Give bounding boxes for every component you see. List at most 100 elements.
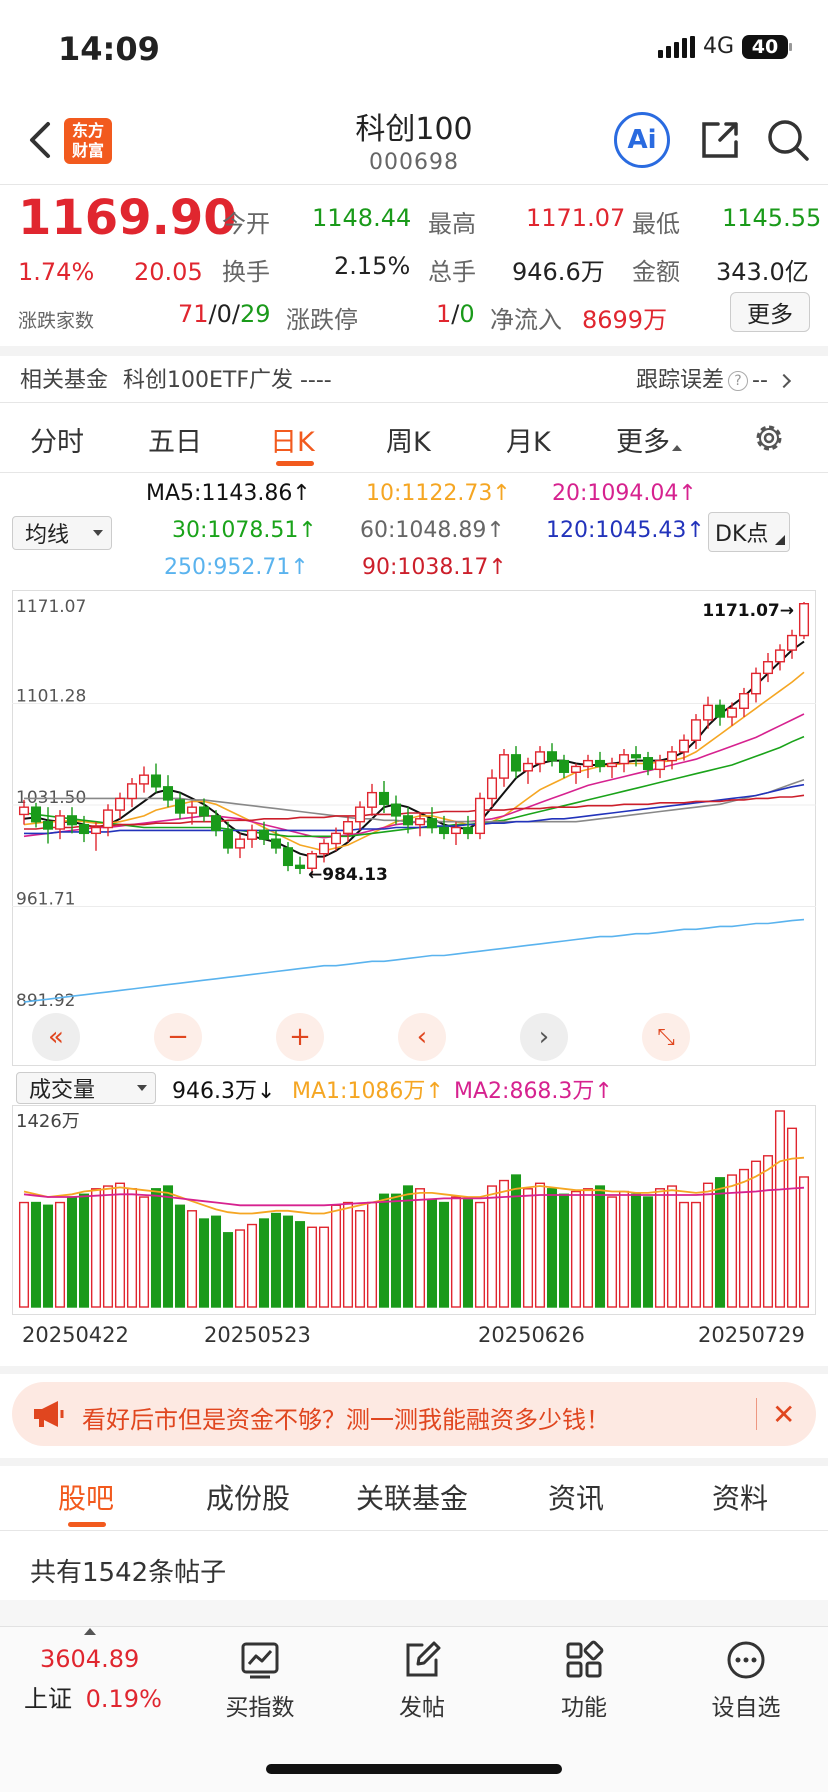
volume-bar	[774, 1110, 786, 1308]
zoom-out-button[interactable]: −	[154, 1013, 202, 1061]
tab-stock-forum[interactable]: 股吧	[58, 1482, 115, 1515]
page-title: 科创100	[355, 112, 473, 147]
tab-weekly-k[interactable]: 周K	[386, 427, 431, 458]
volume-bar	[426, 1199, 438, 1308]
tab-daily-k[interactable]: 日K	[270, 427, 315, 458]
index-name: 上证	[24, 1685, 72, 1713]
tab-monthly-k[interactable]: 月K	[506, 427, 551, 458]
add-watchlist-button[interactable]: 设自选	[686, 1640, 806, 1722]
grid-icon	[566, 1640, 604, 1678]
candle	[666, 751, 678, 762]
candle	[414, 818, 426, 826]
candle	[762, 661, 774, 675]
volume-bar	[162, 1185, 174, 1308]
tab-profile[interactable]: 资料	[712, 1482, 769, 1515]
candle	[282, 847, 294, 867]
volume-bar	[150, 1188, 162, 1308]
status-time: 14:09	[58, 30, 160, 68]
volume-bar	[474, 1201, 486, 1308]
volume-bar	[618, 1190, 630, 1308]
functions-button[interactable]: 功能	[524, 1640, 644, 1722]
ma30-label: 30:1078.51↑	[172, 518, 317, 543]
volume-bar	[654, 1188, 666, 1308]
back-button[interactable]	[24, 118, 58, 162]
ma250-label: 250:952.71↑	[164, 555, 309, 580]
volume-bar	[462, 1199, 474, 1308]
tab-related-funds[interactable]: 关联基金	[356, 1482, 469, 1515]
promo-banner[interactable]: 看好后市但是资金不够？测一测我能融资多少钱！ ✕	[12, 1382, 816, 1446]
ma120-label: 120:1045.43↑	[546, 518, 705, 543]
indicator-selector[interactable]: 均线	[12, 516, 112, 550]
volume-bar	[666, 1185, 678, 1308]
related-fund-label: 相关基金	[20, 368, 109, 393]
open-label: 今开	[222, 210, 270, 238]
candle	[174, 799, 186, 814]
search-button[interactable]	[764, 116, 812, 164]
volume-bar	[186, 1210, 198, 1308]
ai-button[interactable]: Ai	[614, 112, 670, 168]
index-ticker[interactable]: 3604.89 上证 0.19%	[24, 1628, 174, 1714]
volume-selector[interactable]: 成交量	[16, 1072, 156, 1104]
tab-more[interactable]: 更多	[616, 420, 682, 459]
candle	[78, 823, 90, 835]
dk-point-button[interactable]: DK点	[708, 512, 790, 552]
tab-intraday[interactable]: 分时	[30, 427, 84, 458]
volume-bar	[234, 1229, 246, 1308]
candle	[774, 649, 786, 663]
active-tab-indicator	[276, 461, 314, 466]
turnover-label: 换手	[222, 258, 270, 286]
candle	[222, 829, 234, 849]
candle	[642, 757, 654, 771]
candle	[798, 603, 810, 637]
volume-bar	[78, 1193, 90, 1308]
chevron-right-icon[interactable]: ›	[520, 1013, 568, 1061]
fullscreen-icon[interactable]: ⤡	[642, 1013, 690, 1061]
candle	[582, 759, 594, 768]
banner-divider	[756, 1398, 757, 1430]
date-label: 20250422	[22, 1323, 129, 1347]
tab-news[interactable]: 资讯	[548, 1482, 605, 1515]
chevron-left-icon[interactable]: ‹	[398, 1013, 446, 1061]
candle	[258, 829, 270, 840]
tab-constituents[interactable]: 成份股	[206, 1482, 291, 1515]
candle	[270, 838, 282, 849]
tab-five-day[interactable]: 五日	[148, 427, 202, 458]
breadth-label: 涨跌家数	[18, 310, 95, 332]
turnover-value: 2.15%	[334, 252, 411, 280]
post-button[interactable]: 发帖	[362, 1640, 482, 1722]
close-icon[interactable]: ✕	[772, 1398, 796, 1431]
candle	[618, 754, 630, 765]
more-quote-button[interactable]: 更多	[730, 292, 810, 332]
volume-bar	[342, 1201, 354, 1308]
volume-bar	[378, 1193, 390, 1308]
volume-frame	[12, 1105, 816, 1315]
volume-bar	[66, 1196, 78, 1308]
volume-chart[interactable]: 1426万	[12, 1105, 816, 1315]
double-chevron-left-icon[interactable]: «	[32, 1013, 80, 1061]
open-value: 1148.44	[312, 204, 412, 232]
triangle-icon	[672, 445, 682, 451]
tracking-error-value: --	[752, 368, 768, 393]
candle	[102, 809, 114, 829]
volume-bar	[714, 1177, 726, 1308]
candle	[66, 815, 78, 826]
zoom-in-button[interactable]: +	[276, 1013, 324, 1061]
inflow-value: 8699万	[582, 306, 668, 334]
volume-bar	[174, 1204, 186, 1308]
tracking-error-label: 跟踪误差	[636, 368, 725, 393]
active-tab-indicator	[68, 1522, 106, 1527]
volume-value: 946.6万	[512, 258, 605, 286]
help-icon[interactable]: ?	[728, 371, 749, 391]
amount-label: 金额	[632, 258, 680, 286]
tracking-error[interactable]: 跟踪误差? --	[636, 362, 791, 394]
price-axis-label: 1171.07	[16, 597, 86, 617]
share-button[interactable]	[698, 118, 742, 162]
candle	[750, 672, 762, 695]
volume-current: 946.3万↓	[172, 1079, 276, 1104]
buy-index-button[interactable]: 买指数	[200, 1640, 320, 1722]
current-price: 1169.90	[18, 190, 237, 246]
gear-icon[interactable]	[752, 421, 786, 455]
candle	[462, 826, 474, 835]
related-fund[interactable]: 相关基金 科创100ETF广发 ----	[20, 362, 332, 394]
